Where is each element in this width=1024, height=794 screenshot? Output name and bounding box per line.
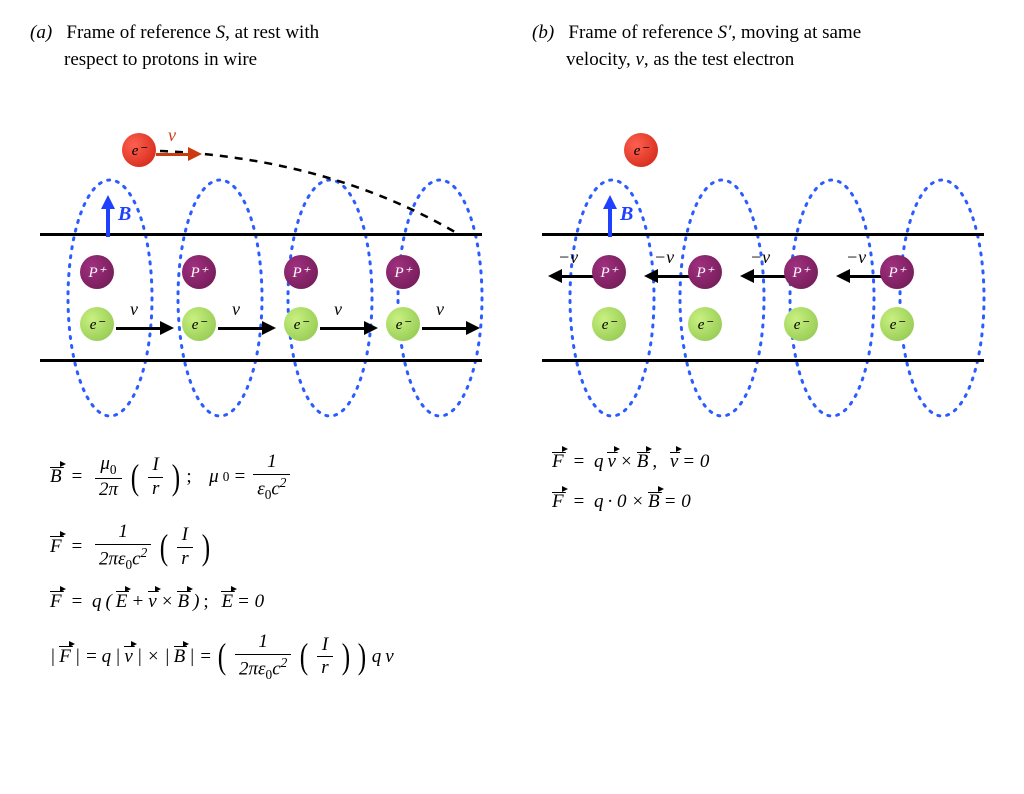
proton-b-0: P⁺ bbox=[592, 255, 626, 289]
proton-b-3: P⁺ bbox=[880, 255, 914, 289]
panel-a: (a) Frame of reference S, at rest with r… bbox=[30, 20, 492, 701]
proton-a-1: P⁺ bbox=[182, 255, 216, 289]
b-label-b: B bbox=[620, 203, 633, 226]
eq-b-1: F = qv × B, v = 0 bbox=[552, 451, 994, 473]
eq-a-3: F = q(E + v × B); E = 0 bbox=[50, 591, 492, 613]
test-velocity-arrow: v bbox=[156, 147, 202, 161]
panel-b-label: (b) bbox=[532, 22, 554, 43]
electron-vel-1: v bbox=[218, 321, 276, 335]
diagram-b: e⁻ B −v P⁺ −v P⁺ −v P⁺ −v P⁺ e⁻ e⁻ e⁻ e⁻ bbox=[532, 103, 994, 433]
test-electron-b: e⁻ bbox=[624, 133, 658, 167]
panel-a-label: (a) bbox=[30, 22, 52, 43]
equations-b: F = qv × B, v = 0 F = q · 0 × B = 0 bbox=[532, 451, 994, 513]
electron-a-1: e⁻ bbox=[182, 307, 216, 341]
panel-a-title: (a) Frame of reference S, at rest with r… bbox=[30, 20, 492, 73]
b-label-a: B bbox=[118, 203, 131, 226]
test-electron-a: e⁻ bbox=[122, 133, 156, 167]
eq-b-2: F = q · 0 × B = 0 bbox=[552, 491, 994, 513]
proton-b-2: P⁺ bbox=[784, 255, 818, 289]
equations-a: B = μ02π ( Ir ) ; μ0 = 1ε0c2 F = 12πε0c2… bbox=[30, 451, 492, 683]
electron-a-3: e⁻ bbox=[386, 307, 420, 341]
wire-bottom-b bbox=[542, 359, 984, 362]
electron-a-0: e⁻ bbox=[80, 307, 114, 341]
eq-a-2: F = 12πε0c2 ( Ir ) bbox=[50, 521, 492, 573]
b-arrow-b bbox=[608, 195, 617, 237]
electron-b-0: e⁻ bbox=[592, 307, 626, 341]
electron-a-2: e⁻ bbox=[284, 307, 318, 341]
proton-a-0: P⁺ bbox=[80, 255, 114, 289]
b-arrow-a bbox=[106, 195, 115, 237]
eq-a-1: B = μ02π ( Ir ) ; μ0 = 1ε0c2 bbox=[50, 451, 492, 503]
electron-vel-2: v bbox=[320, 321, 378, 335]
electron-b-2: e⁻ bbox=[784, 307, 818, 341]
proton-a-3: P⁺ bbox=[386, 255, 420, 289]
panel-b: (b) Frame of reference S′, moving at sam… bbox=[532, 20, 994, 701]
electron-vel-3: v bbox=[422, 321, 480, 335]
panel-b-title: (b) Frame of reference S′, moving at sam… bbox=[532, 20, 994, 73]
proton-a-2: P⁺ bbox=[284, 255, 318, 289]
wire-bottom-a bbox=[40, 359, 482, 362]
electron-b-3: e⁻ bbox=[880, 307, 914, 341]
proton-b-1: P⁺ bbox=[688, 255, 722, 289]
electron-vel-0: v bbox=[116, 321, 174, 335]
electron-b-1: e⁻ bbox=[688, 307, 722, 341]
diagram-a: e⁻ v B P⁺ P⁺ P⁺ P⁺ e⁻ v e⁻ v bbox=[30, 103, 492, 433]
eq-a-4: |F| = q|v| × |B| = ( 12πε0c2 (Ir) ) qv bbox=[50, 631, 492, 683]
